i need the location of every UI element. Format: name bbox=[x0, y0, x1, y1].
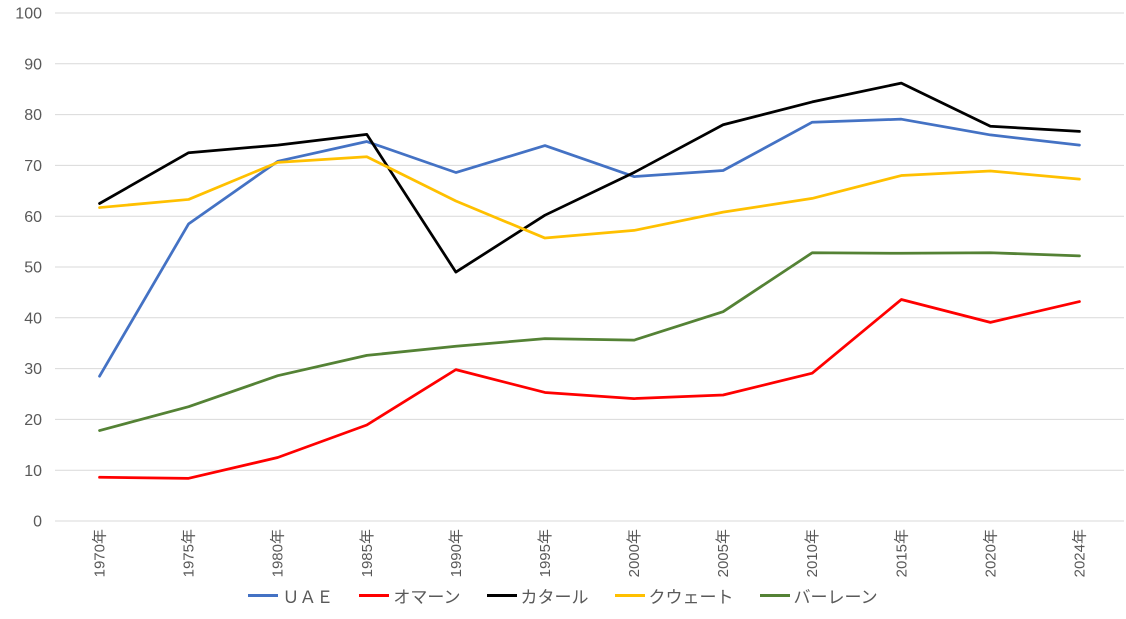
legend-label: カタール bbox=[520, 588, 589, 607]
y-axis-tick-label: 20 bbox=[24, 412, 42, 429]
series-line-3 bbox=[98, 155, 1081, 240]
x-axis-tick-label: 1990年 bbox=[448, 529, 465, 577]
x-axis-tick-label: 1995年 bbox=[537, 529, 554, 577]
legend-label: クウェート bbox=[648, 588, 734, 607]
legend-line-swatch bbox=[359, 594, 390, 597]
x-axis-tick-label: 2024年 bbox=[1071, 529, 1088, 577]
x-axis-tick-label: 1970年 bbox=[92, 529, 109, 577]
legend-label: ＵＡＥ bbox=[282, 588, 334, 607]
y-axis-tick-label: 30 bbox=[24, 361, 42, 378]
x-axis-tick-label: 2010年 bbox=[804, 529, 821, 577]
x-axis-tick-label: 1985年 bbox=[359, 529, 376, 577]
x-axis-tick-label: 1980年 bbox=[270, 529, 287, 577]
series-line-4 bbox=[98, 251, 1081, 432]
x-axis-tick-label: 2015年 bbox=[893, 529, 910, 577]
legend-line-swatch bbox=[614, 594, 645, 597]
x-axis-tick-label: 2000年 bbox=[626, 529, 643, 577]
series-line-2 bbox=[98, 81, 1081, 274]
y-axis-tick-label: 0 bbox=[33, 514, 42, 531]
legend-item-3[interactable]: クウェート bbox=[614, 583, 734, 608]
legend-item-4[interactable]: バーレーン bbox=[759, 583, 878, 608]
legend-line-swatch bbox=[248, 594, 279, 597]
series-line-0 bbox=[98, 117, 1081, 378]
legend-item-1[interactable]: オマーン bbox=[359, 583, 461, 608]
y-axis-tick-label: 70 bbox=[24, 158, 42, 175]
legend-item-2[interactable]: カタール bbox=[486, 583, 589, 608]
y-axis-tick-label: 10 bbox=[24, 463, 42, 480]
y-axis-tick-label: 50 bbox=[24, 260, 42, 277]
legend: ＵＡＥ オマーン カタール クウェート バーレーン bbox=[0, 583, 1126, 608]
legend-line-swatch bbox=[486, 594, 517, 597]
series-line-1 bbox=[98, 298, 1081, 480]
x-axis-tick-label: 2005年 bbox=[715, 529, 732, 577]
plot-area: 0 10 20 30 40 50 60 70 80 90 100 1970年 1975年 1980年 198… bbox=[15, 6, 1124, 577]
legend-line-swatch bbox=[759, 594, 790, 597]
legend-label: バーレーン bbox=[793, 588, 878, 607]
y-axis-tick-label: 40 bbox=[24, 310, 42, 327]
y-axis-tick-label: 90 bbox=[24, 56, 42, 73]
legend-item-0[interactable]: ＵＡＥ bbox=[248, 583, 333, 608]
x-axis-tick-label: 1975年 bbox=[181, 529, 198, 577]
x-axis-tick-label: 2020年 bbox=[982, 529, 999, 577]
y-axis-tick-label: 60 bbox=[24, 209, 42, 226]
y-axis-tick-label: 100 bbox=[15, 6, 42, 23]
y-axis-tick-label: 80 bbox=[24, 107, 42, 124]
legend-label: オマーン bbox=[393, 588, 461, 607]
